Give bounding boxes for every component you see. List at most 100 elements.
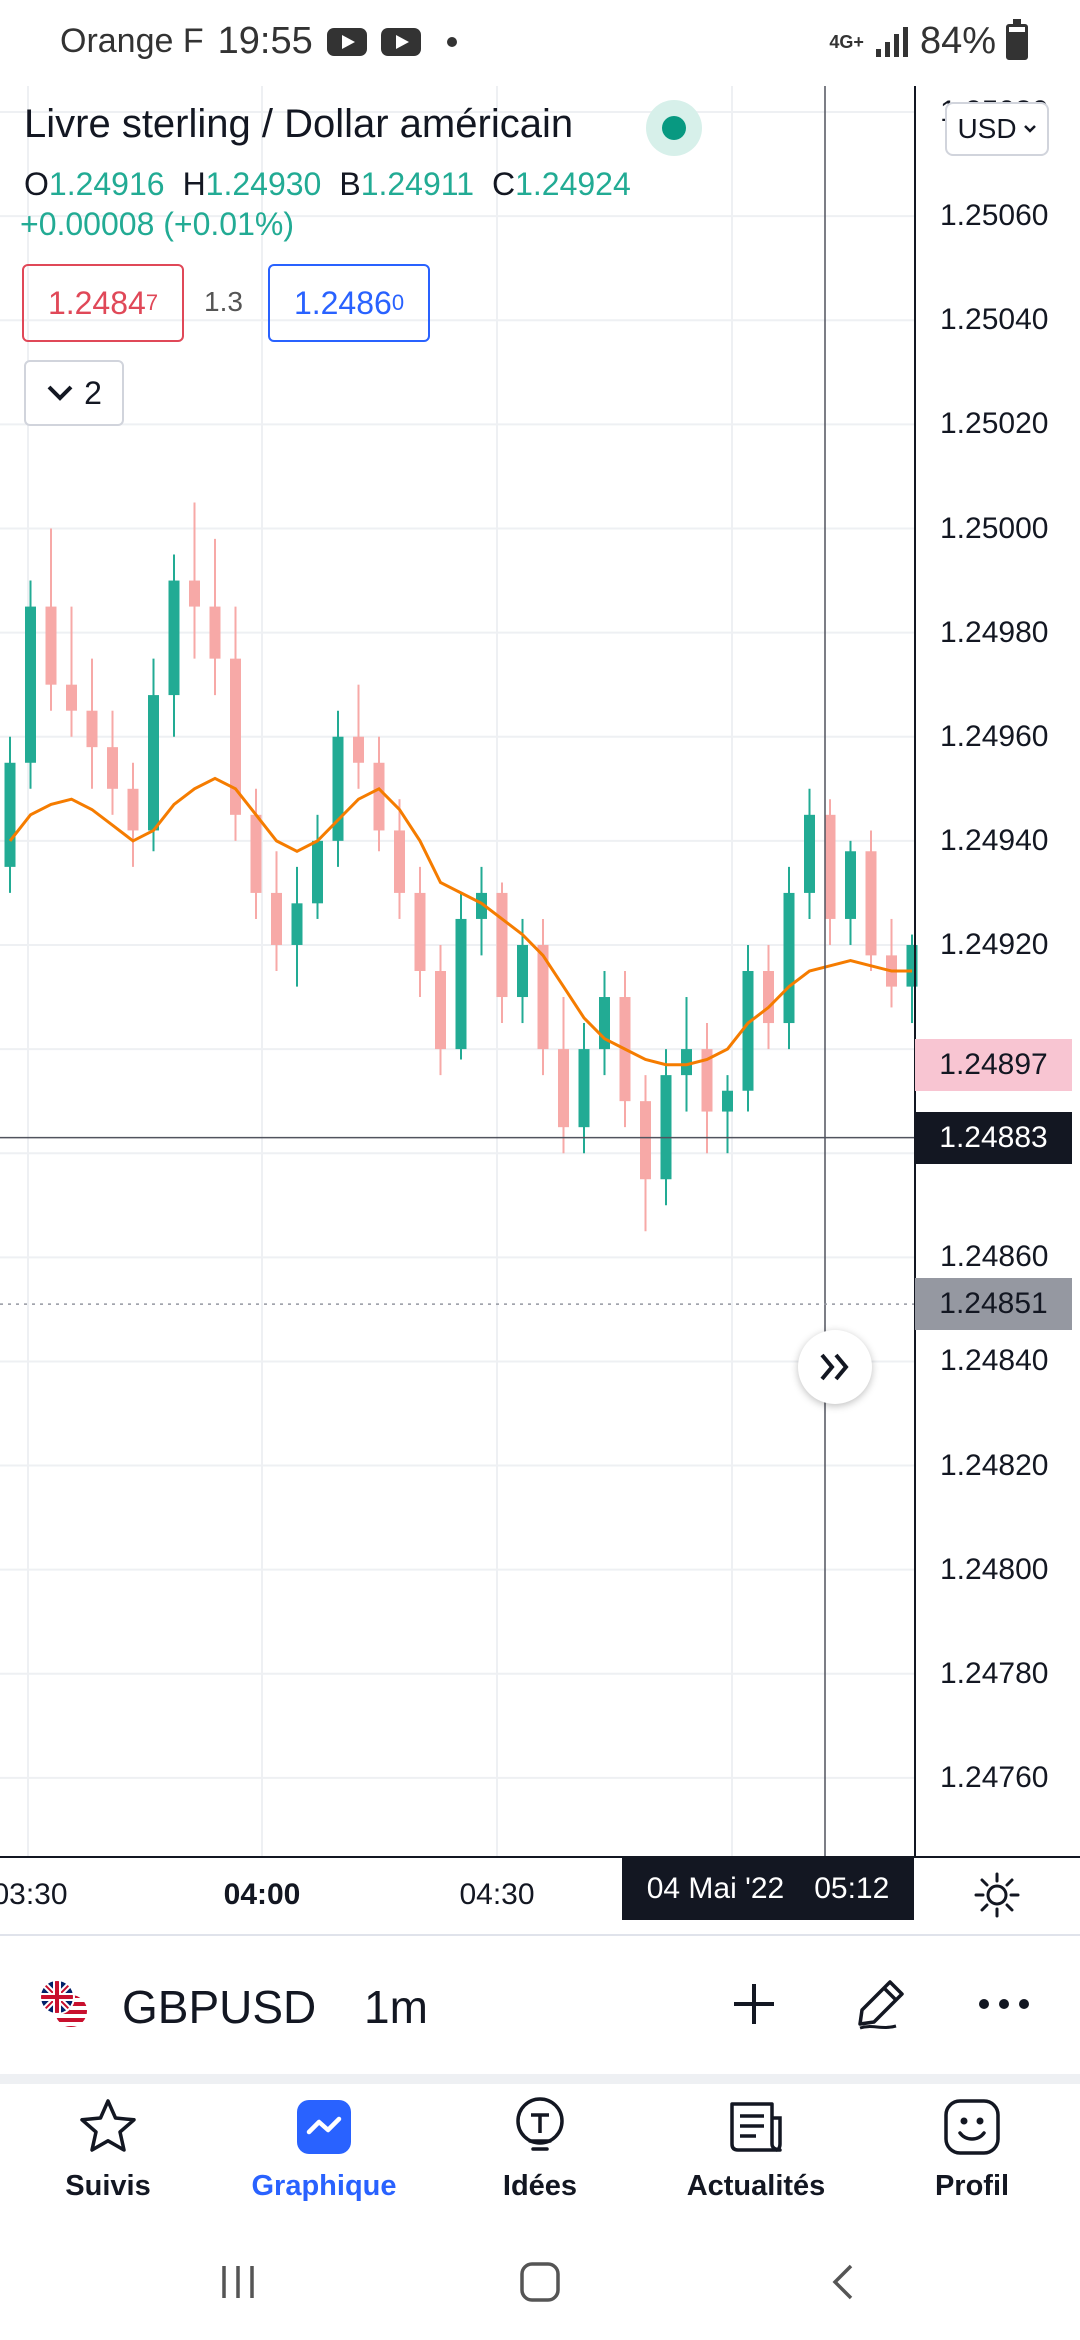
- low-value: 1.24911: [360, 166, 474, 202]
- candle-body: [45, 606, 57, 685]
- sell-price-pip: 7: [145, 290, 159, 315]
- pen-icon: [858, 1980, 904, 2030]
- indicators-count: 2: [84, 374, 102, 411]
- last-price-label: 1.24897: [915, 1038, 1072, 1091]
- candle-body: [640, 1101, 651, 1180]
- candle-body: [496, 892, 508, 998]
- signal-icon: [875, 26, 908, 57]
- candle-body: [845, 851, 856, 919]
- toolbar-divider: [0, 2074, 1080, 2084]
- high-value: 1.24930: [205, 166, 322, 202]
- candle-body: [107, 747, 118, 789]
- candle-body: [681, 1049, 692, 1076]
- chart-area[interactable]: Livre sterling / Dollar américain O1.249…: [0, 86, 1080, 1934]
- candle-body: [578, 1049, 590, 1128]
- nav-item-chart[interactable]: Graphique: [216, 2084, 432, 2230]
- candle-body: [906, 944, 918, 987]
- nav-item-profile[interactable]: Profil: [864, 2084, 1080, 2230]
- symbol-description: Livre sterling / Dollar américain: [24, 102, 574, 146]
- candle-body: [701, 1049, 713, 1112]
- network-type: 4G+: [829, 31, 864, 52]
- double-chevron-right-icon: [820, 1353, 849, 1381]
- currency-label: USD: [957, 113, 1017, 144]
- chevron-down-icon: [47, 385, 73, 401]
- chart-icon: [289, 2092, 359, 2162]
- candle-body: [291, 903, 303, 945]
- market-open-icon[interactable]: [646, 100, 702, 156]
- chart-settings-icon[interactable]: [972, 1870, 1022, 1920]
- price-tick: 1.25040: [940, 303, 1049, 337]
- star-icon: [73, 2092, 143, 2162]
- candle-body: [435, 971, 446, 1050]
- drawing-tools-button[interactable]: [848, 1972, 912, 2036]
- status-right: 4G+ 84%: [829, 18, 1028, 63]
- youtube-icon-2: [380, 27, 421, 56]
- candle-body: [865, 851, 877, 956]
- more-options-button[interactable]: [972, 1972, 1036, 2036]
- crosshair-price-label: 1.24883: [915, 1111, 1072, 1164]
- candle-body: [127, 788, 139, 831]
- system-navigation: [0, 2230, 1080, 2340]
- candle-body: [660, 1075, 672, 1180]
- currency-pair-flag-icon[interactable]: [38, 1978, 90, 2030]
- time-tick: 03:30: [0, 1878, 68, 1911]
- candle-body: [86, 710, 98, 748]
- battery-icon: [1006, 18, 1028, 60]
- add-button[interactable]: [722, 1972, 786, 2036]
- status-left: Orange F 19:55: [60, 20, 457, 63]
- candle-body: [394, 830, 405, 893]
- candle-body: [414, 892, 426, 971]
- candle-body: [763, 971, 774, 1024]
- sell-price: 1.2484: [47, 284, 146, 321]
- buy-price-pip: 0: [391, 290, 405, 315]
- close-label: C: [491, 166, 516, 202]
- price-tick: 1.24840: [940, 1344, 1049, 1378]
- price-axis[interactable]: 1.250801.250601.250401.250201.250001.249…: [915, 86, 1080, 1856]
- candle-body: [271, 892, 282, 945]
- more-horizontal-icon: [979, 1999, 1029, 2009]
- clock: 19:55: [217, 20, 313, 62]
- buy-button[interactable]: 1.2486 0: [268, 264, 430, 342]
- moving-average-line: [8, 776, 912, 1067]
- time-axis[interactable]: 03:30 04:00 04:30 04 Mai '22 05:12: [0, 1856, 1080, 1934]
- candle-body: [373, 762, 385, 831]
- price-tick: 1.25060: [940, 199, 1049, 233]
- price-tick: 1.24920: [940, 927, 1049, 961]
- scroll-to-realtime-button[interactable]: [798, 1330, 872, 1404]
- open-value: 1.24916: [48, 166, 165, 202]
- candle-body: [312, 840, 323, 904]
- candle-body: [230, 658, 241, 815]
- bid-price-label: 1.24851: [915, 1278, 1072, 1331]
- indicators-toggle-button[interactable]: 2: [24, 360, 124, 426]
- candle-body: [742, 971, 754, 1091]
- buy-price: 1.2486: [293, 284, 392, 321]
- interval-select[interactable]: 1m: [364, 1981, 428, 2033]
- home-button[interactable]: [500, 2252, 580, 2312]
- high-label: H: [182, 166, 206, 202]
- spread-value: 1.3: [204, 286, 243, 317]
- back-icon: [832, 2264, 853, 2300]
- chevron-down-icon: [1023, 125, 1036, 133]
- more-notifications-icon: [446, 36, 457, 47]
- currency-select[interactable]: USD: [945, 102, 1049, 156]
- nav-item-watchlist[interactable]: Suivis: [0, 2084, 216, 2230]
- back-button[interactable]: [802, 2252, 882, 2312]
- plus-icon: [734, 1984, 774, 2024]
- nav-item-ideas[interactable]: Idées: [432, 2084, 648, 2230]
- nav-item-news[interactable]: Actualités: [648, 2084, 864, 2230]
- price-change: +0.00008 (+0.01%): [20, 206, 294, 242]
- news-icon: [721, 2092, 791, 2162]
- recent-apps-button[interactable]: [198, 2252, 278, 2312]
- chart-canvas[interactable]: [0, 86, 1080, 1856]
- home-icon: [520, 2262, 560, 2302]
- symbol-name[interactable]: GBPUSD: [122, 1981, 317, 2033]
- candle-body: [455, 918, 467, 1050]
- candle-body: [66, 684, 77, 711]
- time-tick: 04:30: [459, 1878, 535, 1911]
- candle-body: [722, 1090, 733, 1112]
- sell-button[interactable]: 1.2484 7: [22, 264, 184, 342]
- crosshair-time: 05:12: [814, 1872, 890, 1905]
- price-tick: 1.24960: [940, 719, 1049, 753]
- close-value: 1.24924: [515, 166, 631, 202]
- price-tick: 1.24980: [940, 615, 1049, 649]
